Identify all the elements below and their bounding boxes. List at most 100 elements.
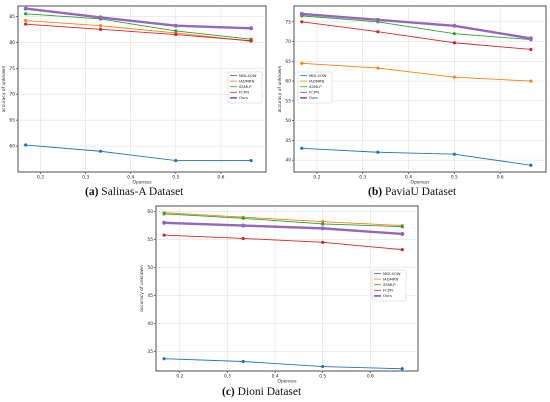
y-tick-label: 45 bbox=[147, 293, 153, 299]
legend-label: MDL4OW bbox=[383, 271, 401, 276]
data-point bbox=[320, 226, 325, 231]
data-point bbox=[299, 11, 304, 16]
data-point bbox=[452, 23, 457, 28]
x-tick-label: 0.2 bbox=[313, 175, 320, 181]
data-point bbox=[376, 66, 380, 70]
caption-b-letter: (b) bbox=[368, 186, 383, 198]
data-point bbox=[23, 6, 28, 11]
data-point bbox=[376, 30, 380, 34]
data-point bbox=[376, 150, 380, 154]
x-axis-label: Openess bbox=[132, 180, 152, 186]
data-point bbox=[321, 220, 325, 224]
plot-area bbox=[17, 5, 267, 173]
x-tick-label: 0.4 bbox=[127, 175, 134, 181]
legend-label: FCPN bbox=[239, 90, 249, 95]
x-tick-label: 0.4 bbox=[405, 175, 412, 181]
x-tick-label: 0.3 bbox=[359, 175, 366, 181]
legend-label: IADMRN bbox=[239, 78, 255, 83]
data-point bbox=[173, 23, 178, 28]
series-line bbox=[25, 20, 252, 42]
data-point bbox=[241, 359, 245, 364]
legend-label: MDL4OW bbox=[309, 73, 327, 78]
data-point bbox=[174, 158, 178, 163]
y-tick-label: 80 bbox=[9, 40, 15, 46]
data-point bbox=[529, 79, 533, 83]
y-tick-label: 45 bbox=[285, 138, 291, 144]
data-point bbox=[452, 152, 456, 156]
y-tick-label: 35 bbox=[147, 349, 153, 355]
series-line bbox=[301, 62, 531, 82]
legend-label: Ours bbox=[239, 95, 248, 100]
data-point bbox=[98, 15, 103, 20]
series-line bbox=[25, 23, 252, 42]
legend-label: IADMRN bbox=[383, 276, 399, 281]
x-tick-label: 0.4 bbox=[272, 374, 279, 380]
legend bbox=[227, 71, 263, 104]
data-point bbox=[300, 20, 304, 24]
y-tick-label: 55 bbox=[285, 98, 291, 104]
caption-a-letter: (a) bbox=[85, 186, 99, 198]
series-line bbox=[301, 15, 531, 41]
y-tick-label: 65 bbox=[9, 118, 15, 124]
series-line bbox=[164, 213, 403, 228]
data-point bbox=[162, 212, 166, 216]
data-point bbox=[249, 39, 253, 43]
data-point bbox=[174, 32, 178, 37]
data-point bbox=[98, 149, 103, 153]
x-tick-label: 0.2 bbox=[37, 175, 44, 181]
legend-label: FCPN bbox=[383, 288, 393, 293]
y-tick-label: 75 bbox=[9, 66, 15, 72]
legend bbox=[297, 71, 333, 104]
legend-label: Ours bbox=[383, 293, 392, 298]
legend bbox=[371, 269, 407, 302]
caption-c: (c) Dioni Dataset bbox=[222, 386, 301, 398]
series-line bbox=[25, 7, 252, 30]
series-line bbox=[164, 234, 403, 251]
series-line bbox=[25, 13, 252, 40]
data-point bbox=[162, 357, 166, 361]
y-tick-label: 55 bbox=[147, 237, 153, 243]
x-tick-label: 0.2 bbox=[176, 374, 183, 380]
x-tick-label: 0.3 bbox=[82, 175, 89, 181]
x-tick-label: 0.6 bbox=[367, 374, 374, 380]
x-axis-label: Openess bbox=[277, 379, 297, 385]
chart-salinas-a: 0.2 0.3 0.4 0.5 0.6 60 65 70 75 80 85 Openess accura… bbox=[1, 5, 267, 186]
series-line bbox=[301, 21, 531, 50]
x-tick-label: 0.3 bbox=[224, 374, 231, 380]
data-point bbox=[241, 236, 245, 241]
data-point bbox=[321, 364, 325, 369]
y-tick-label: 60 bbox=[285, 79, 291, 85]
data-point bbox=[400, 231, 405, 236]
caption-c-text: Dioni Dataset bbox=[237, 386, 302, 398]
data-point bbox=[375, 17, 380, 22]
x-tick-label: 0.6 bbox=[497, 175, 504, 181]
data-point bbox=[241, 223, 246, 228]
data-point bbox=[452, 32, 456, 36]
x-tick-label: 0.5 bbox=[172, 175, 179, 181]
series-line bbox=[164, 221, 403, 236]
x-tick-label: 0.5 bbox=[451, 175, 458, 181]
data-point bbox=[452, 75, 456, 79]
series-line bbox=[164, 358, 403, 370]
y-tick-label: 70 bbox=[285, 39, 291, 45]
legend-label: SSMLP bbox=[239, 84, 252, 89]
caption-b-text: PaviaU Dataset bbox=[384, 186, 457, 198]
series-line bbox=[164, 212, 403, 227]
data-point bbox=[24, 12, 28, 16]
legend-label: SSMLP bbox=[383, 282, 396, 287]
caption-a: (a) Salinas-A Dataset bbox=[85, 186, 183, 198]
legend-label: IADMRN bbox=[309, 78, 325, 83]
data-point bbox=[174, 29, 178, 33]
legend-label: SSMLP bbox=[309, 84, 322, 89]
y-tick-label: 75 bbox=[285, 19, 291, 25]
data-point bbox=[529, 47, 533, 52]
chart-paviau: 0.2 0.3 0.4 0.5 0.6 40 45 50 55 60 65 70 75 Openess ac… bbox=[277, 5, 547, 186]
y-axis-label: accuracy of unknown bbox=[277, 65, 283, 112]
data-point bbox=[24, 22, 28, 26]
data-point bbox=[162, 233, 166, 237]
data-point bbox=[24, 143, 28, 147]
chart-dioni: 0.2 0.3 0.4 0.5 0.6 35 40 45 50 55 60 Openess accura… bbox=[139, 205, 419, 385]
caption-a-text: Salinas-A Dataset bbox=[101, 186, 184, 198]
caption-b: (b) PaviaU Dataset bbox=[368, 186, 456, 198]
y-axis-label: accuracy of unknown bbox=[139, 265, 145, 312]
